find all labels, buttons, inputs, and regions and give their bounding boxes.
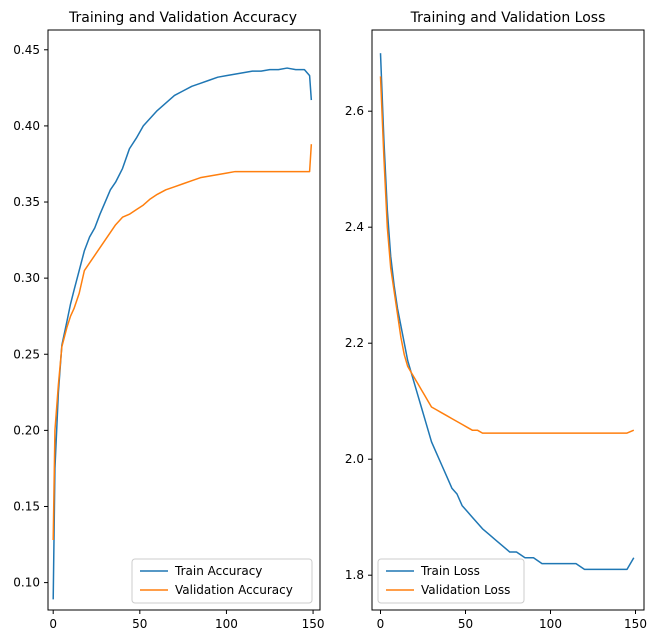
y-tick-label: 2.2 [345,336,364,350]
y-tick-label: 1.8 [345,568,364,582]
loss-legend: Train Loss Validation Loss [377,558,525,604]
y-tick-label: 0.35 [13,195,40,209]
legend-label: Validation Loss [421,583,510,597]
y-tick-label: 2.4 [345,220,364,234]
loss-series [379,53,635,571]
x-tick-label: 0 [377,617,385,631]
legend-label: Validation Accuracy [175,583,293,597]
series-line-train-accuracy [52,67,313,600]
x-tick-label: 100 [215,617,238,631]
y-tick-label: 0.40 [13,119,40,133]
y-tick-label: 0.15 [13,499,40,513]
y-tick-label: 0.25 [13,347,40,361]
y-tick-label: 0.20 [13,423,40,437]
accuracy-chart: Training and Validation Accuracy 0 50 100 1… [13,10,324,631]
y-tick-label: 0.45 [13,43,40,57]
legend-frame [131,558,313,604]
series-line-validation-loss [379,76,635,434]
x-tick-label: 150 [302,617,325,631]
x-tick-label: 150 [624,617,647,631]
accuracy-plot-area [47,29,321,611]
series-line-train-loss [379,53,635,571]
accuracy-x-ticks: 0 50 100 150 [49,610,325,631]
y-tick-label: 2.6 [345,104,364,118]
loss-x-ticks: 0 50 100 150 [377,610,647,631]
x-tick-label: 100 [539,617,562,631]
accuracy-chart-title: Training and Validation Accuracy [68,10,297,26]
y-tick-label: 0.10 [13,576,40,590]
loss-y-ticks: 1.8 2.0 2.2 2.4 2.6 [345,104,372,582]
series-line-validation-accuracy [52,144,313,540]
y-tick-label: 0.30 [13,271,40,285]
loss-plot-area [371,29,645,611]
x-tick-label: 0 [49,617,57,631]
x-tick-label: 50 [132,617,147,631]
accuracy-y-ticks: 0.10 0.15 0.20 0.25 0.30 0.35 0.40 0.45 [13,43,48,590]
loss-chart-title: Training and Validation Loss [410,10,606,26]
x-tick-label: 50 [458,617,473,631]
legend-frame [377,558,525,604]
y-tick-label: 2.0 [345,452,364,466]
legend-label: Train Loss [420,564,480,578]
accuracy-legend: Train Accuracy Validation Accuracy [131,558,313,604]
legend-label: Train Accuracy [174,564,262,578]
loss-chart: Training and Validation Loss 0 50 100 150 1… [345,10,647,631]
accuracy-series [52,67,313,600]
